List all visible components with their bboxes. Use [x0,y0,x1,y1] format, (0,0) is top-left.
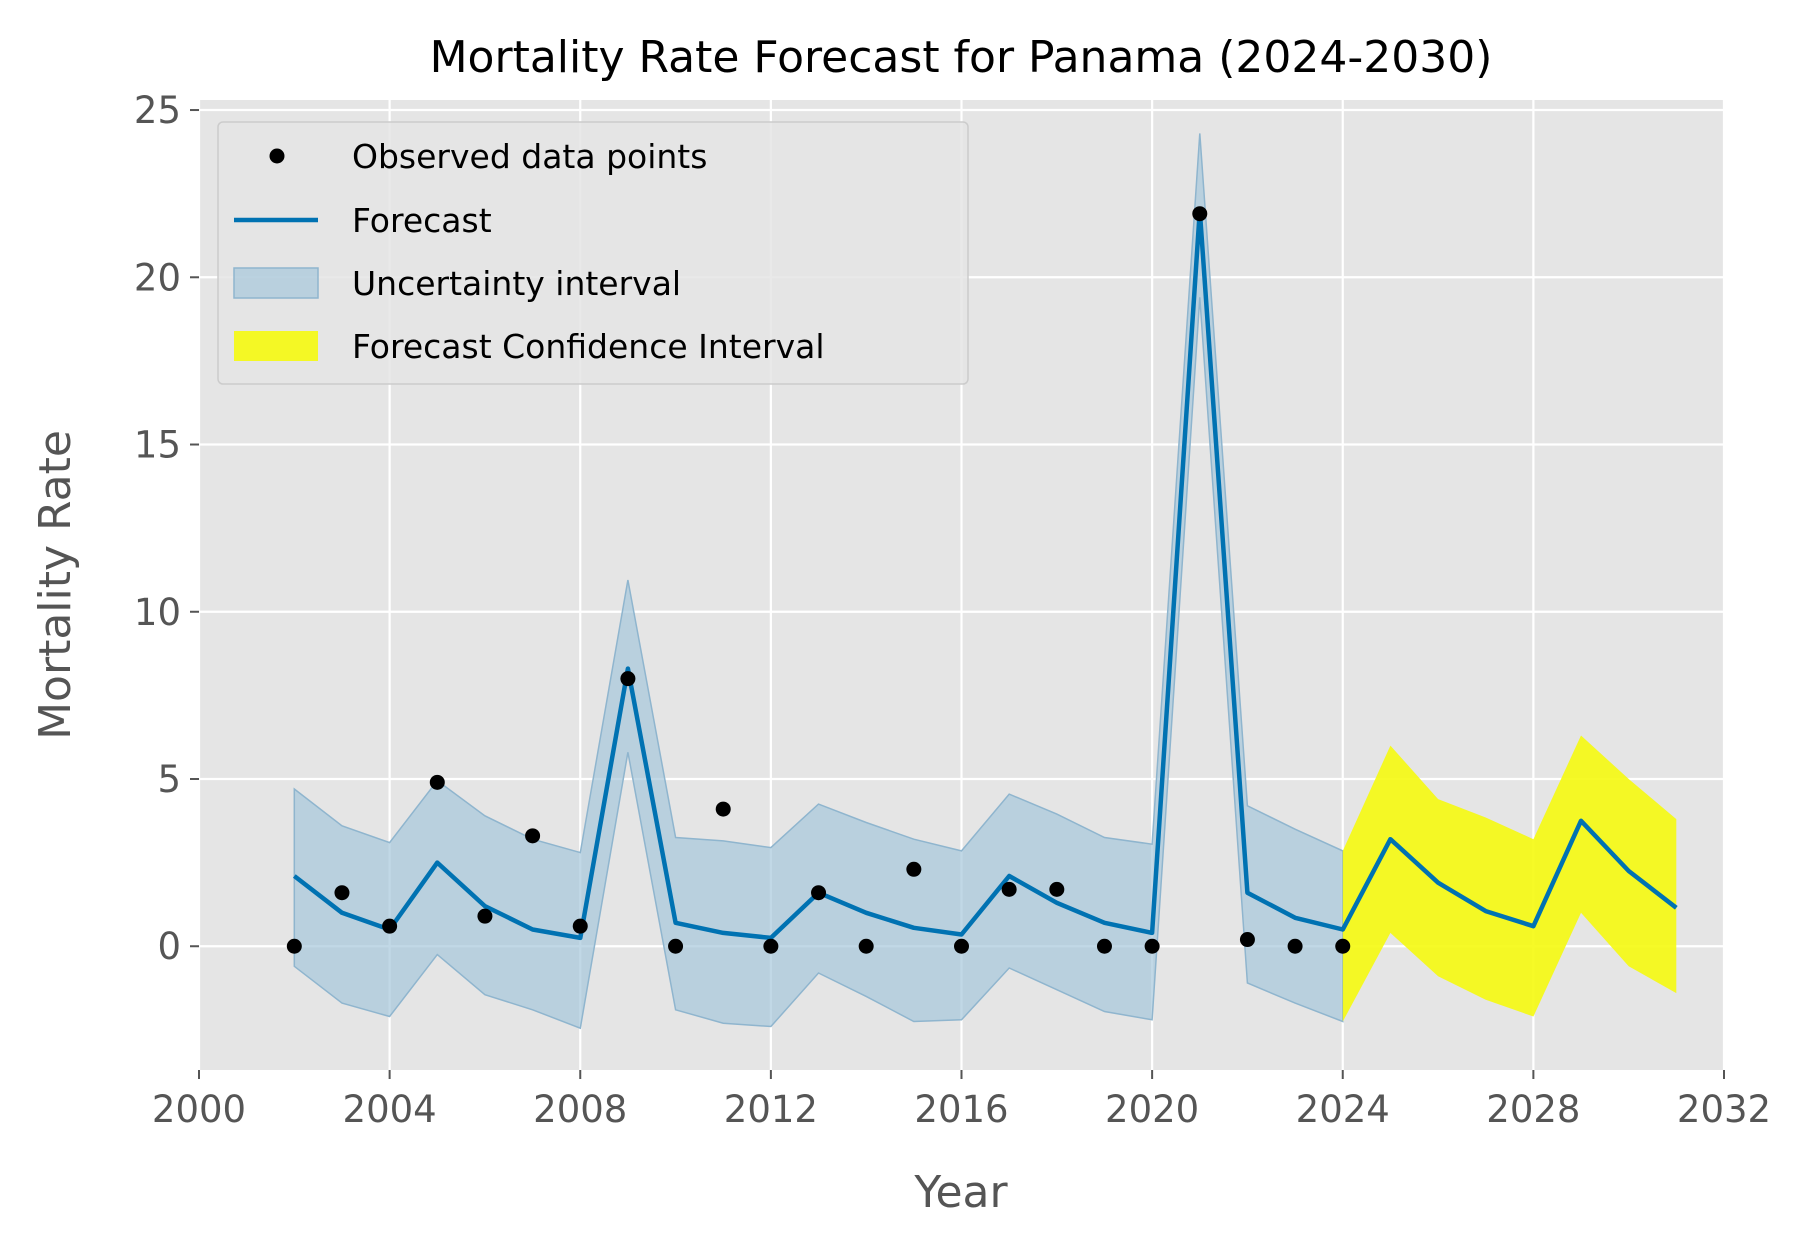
observed-point [334,885,350,901]
x-tick-label: 2000 [152,1088,246,1131]
legend-observed-marker [269,148,285,164]
y-tick-label: 20 [134,256,181,299]
legend-label: Forecast Confidence Interval [352,327,825,366]
observed-point [525,828,541,844]
axis-ticks: 2000 2004 2008 2012 2016 2020 2024 2028 2032 0 5 10… [134,89,1771,1131]
observed-point [1096,938,1112,954]
forecast-line [292,208,1678,941]
x-tick-label: 2008 [533,1088,627,1131]
interval-bands [293,133,1677,1030]
x-tick-label: 2024 [1296,1088,1390,1131]
x-tick-label: 2012 [724,1088,818,1131]
x-tick-label: 2016 [914,1088,1008,1131]
observed-point [477,908,493,924]
observed-point [1049,881,1065,897]
y-tick-label: 10 [134,591,181,634]
observed-point [811,885,827,901]
legend-uncertainty-patch [233,267,319,299]
observed-point [620,671,636,687]
observed-point [1287,938,1303,954]
x-tick-label: 2020 [1105,1088,1199,1131]
legend: Observed data points Forecast Uncertainty … [217,121,969,385]
observed-point [286,938,302,954]
observed-point [1239,932,1255,948]
x-tick-label: 2028 [1486,1088,1580,1131]
y-tick-label: 5 [157,758,181,801]
forecast-lines [292,208,1678,941]
observed-point [429,774,445,790]
legend-label: Observed data points [352,137,707,176]
legend-label: Forecast [352,201,492,240]
observed-point [906,861,922,877]
x-tick-label: 2004 [343,1088,437,1131]
observed-point [382,918,398,934]
forecast-confidence-band [1342,735,1677,1022]
observed-point [1335,938,1351,954]
observed-point [1144,938,1160,954]
observed-point [954,938,969,954]
observed-point [1192,206,1208,222]
observed-point [572,918,588,934]
legend-forecast-ci-patch [234,331,318,361]
observed-point [715,801,731,817]
legend-box [217,121,969,385]
observed-point [668,938,684,954]
chart-title: Mortality Rate Forecast for Panama (2024… [430,32,1493,83]
observed-point [763,938,779,954]
y-tick-label: 25 [134,89,181,132]
x-tick-label: 2032 [1677,1088,1771,1131]
observed-points [286,206,1351,954]
observed-point [858,938,874,954]
observed-point [1001,881,1017,897]
legend-label: Uncertainty interval [352,264,681,303]
y-tick-label: 15 [134,424,181,467]
y-axis-label: Mortality Rate [30,430,81,740]
x-axis-label: Year [913,1167,1008,1218]
y-tick-label: 0 [157,925,181,968]
